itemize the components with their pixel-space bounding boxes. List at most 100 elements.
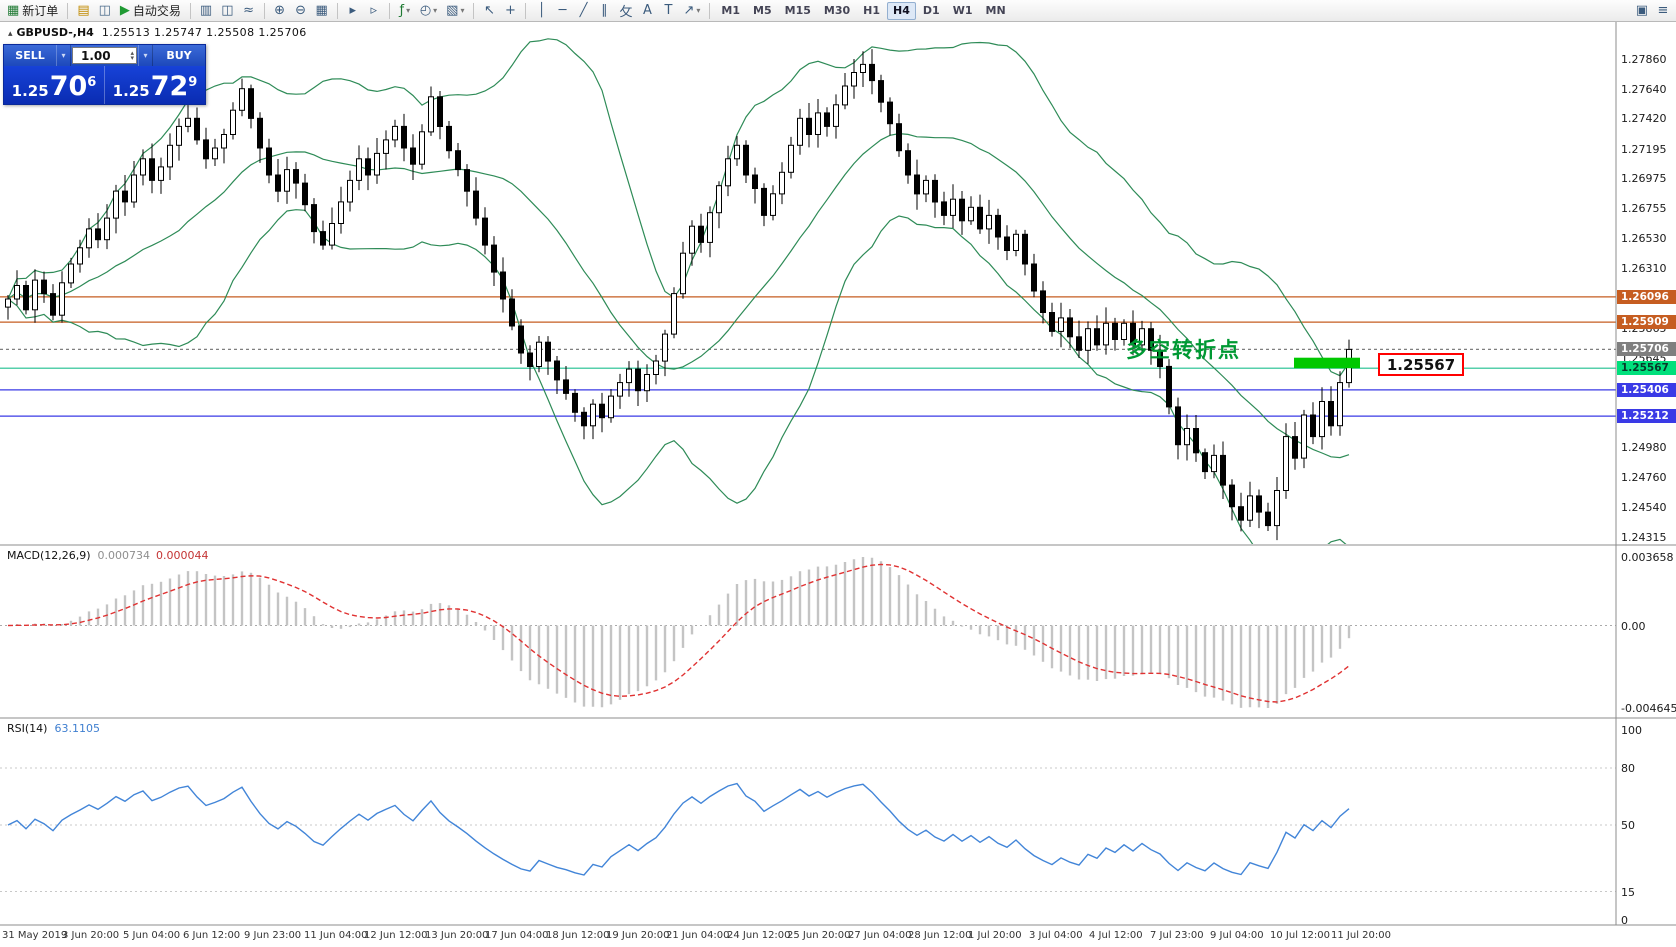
cursor-button[interactable]: ↖ <box>479 1 499 21</box>
auto-scroll-button[interactable]: ▸ <box>343 1 363 21</box>
timeframe-button-H1[interactable]: H1 <box>863 4 881 17</box>
time-label[interactable]: 31 May 2019 <box>2 930 68 941</box>
candlestick <box>1328 401 1334 427</box>
indicators-button[interactable]: ƒ ▾ <box>395 1 415 21</box>
vertical-line-button[interactable]: │ <box>531 1 551 21</box>
timeframe-button-M1[interactable]: M1 <box>721 4 741 17</box>
price-callout-label[interactable]: 1.25567 <box>1378 353 1464 376</box>
time-label[interactable]: 19 Jun 20:00 <box>606 930 670 941</box>
toolbar-separator <box>336 2 338 19</box>
sell-options-caret-icon[interactable]: ▾ <box>56 45 71 66</box>
channel-button[interactable]: ∥ <box>594 1 614 21</box>
timeframe-button-M15[interactable]: M15 <box>784 4 811 17</box>
autotrade-button[interactable]: ▶ 自动交易 <box>116 1 185 21</box>
price-line-label[interactable]: 1.25909 <box>1617 315 1676 329</box>
candlestick <box>356 158 362 181</box>
time-label[interactable]: 10 Jul 12:00 <box>1270 930 1330 941</box>
price-line-label[interactable]: 1.26096 <box>1617 290 1676 304</box>
time-label[interactable]: 9 Jun 23:00 <box>244 930 302 941</box>
toolbar-right-icon-1[interactable]: ▣ <box>1635 3 1648 18</box>
time-label[interactable]: 25 Jun 20:00 <box>787 930 851 941</box>
spinner-up-icon[interactable]: ▴ <box>130 48 134 57</box>
candlestick <box>554 360 560 381</box>
chart-window-icon[interactable]: ▤ <box>73 1 93 21</box>
indicators-button-dropdown-icon[interactable]: ▾ <box>406 6 411 15</box>
price-line-label[interactable]: 1.25567 <box>1617 361 1676 375</box>
timeframe-button-W1[interactable]: W1 <box>952 4 973 17</box>
buy-options-caret-icon[interactable]: ▾ <box>138 45 153 66</box>
time-label[interactable]: 27 Jun 04:00 <box>848 930 912 941</box>
time-label[interactable]: 7 Jul 23:00 <box>1150 930 1204 941</box>
time-label[interactable]: 4 Jul 12:00 <box>1089 930 1143 941</box>
candlestick <box>482 217 488 246</box>
crosshair-button-icon: + <box>505 3 516 18</box>
volume-spinner[interactable]: ▴ ▾ <box>130 48 134 62</box>
profile-icon[interactable]: ◫ <box>95 1 115 21</box>
sell-price[interactable]: 1.25 70 6 <box>4 66 105 104</box>
text-button[interactable]: A <box>638 1 658 21</box>
bar-chart-button[interactable]: ▥ <box>196 1 216 21</box>
templates-button-dropdown-icon[interactable]: ▾ <box>460 6 465 15</box>
new-order-button[interactable]: ▦ 新订单 <box>3 1 62 21</box>
candlestick <box>779 171 785 195</box>
templates-button[interactable]: ▧ ▾ <box>442 1 468 21</box>
time-label[interactable]: 17 Jun 04:00 <box>485 930 549 941</box>
time-label[interactable]: 6 Jun 12:00 <box>183 930 241 941</box>
time-label[interactable]: 9 Jul 04:00 <box>1210 930 1264 941</box>
time-label[interactable]: 24 Jun 12:00 <box>727 930 791 941</box>
zoom-in-button[interactable]: ⊕ <box>270 1 290 21</box>
candlestick <box>527 352 533 367</box>
zoom-out-button[interactable]: ⊖ <box>291 1 311 21</box>
trendline-button-icon: ╱ <box>579 3 588 18</box>
horizontal-line-button[interactable]: ─ <box>552 1 572 21</box>
text-label-button[interactable]: T <box>659 1 679 21</box>
price-line-label[interactable]: 1.25706 <box>1617 342 1676 356</box>
arrows-button-dropdown-icon[interactable]: ▾ <box>696 6 701 15</box>
time-label[interactable]: 3 Jul 04:00 <box>1029 930 1083 941</box>
candlestick <box>581 411 587 427</box>
candlestick <box>1166 365 1172 408</box>
periods-button[interactable]: ◴ ▾ <box>416 1 441 21</box>
candlestick <box>509 298 515 327</box>
buy-button[interactable]: BUY <box>166 49 192 62</box>
chart-shift-button-icon: ▹ <box>370 3 378 18</box>
trendline-button[interactable]: ╱ <box>573 1 593 21</box>
chart-shift-button[interactable]: ▹ <box>364 1 384 21</box>
candlestick <box>842 85 848 106</box>
price-line-label[interactable]: 1.25212 <box>1617 409 1676 423</box>
time-label[interactable]: 11 Jun 04:00 <box>304 930 368 941</box>
time-label[interactable]: 3 Jun 20:00 <box>62 930 120 941</box>
fibonacci-button[interactable]: 攵 <box>615 1 636 21</box>
periods-button-dropdown-icon[interactable]: ▾ <box>433 6 438 15</box>
buy-price[interactable]: 1.25 72 9 <box>112 71 198 102</box>
candlestick <box>41 279 47 295</box>
timeframe-button-MN[interactable]: MN <box>985 4 1006 17</box>
time-label[interactable]: 18 Jun 12:00 <box>546 930 610 941</box>
sell-button[interactable]: SELL <box>15 49 45 62</box>
timeframe-button-M30[interactable]: M30 <box>823 4 851 17</box>
price-tick: 1.27420 <box>1621 112 1667 125</box>
time-label[interactable]: 11 Jul 20:00 <box>1331 930 1391 941</box>
timeframe-button-M5[interactable]: M5 <box>753 4 772 17</box>
time-label[interactable]: 13 Jun 20:00 <box>425 930 489 941</box>
time-label[interactable]: 1 Jul 20:00 <box>968 930 1022 941</box>
price-line-label[interactable]: 1.25406 <box>1617 383 1676 397</box>
indicators-button-icon: ƒ <box>399 3 405 18</box>
arrows-button[interactable]: ↗ ▾ <box>680 1 705 21</box>
timeframe-button-D1[interactable]: D1 <box>922 4 940 17</box>
tile-windows-button[interactable]: ▦ <box>312 1 332 21</box>
crosshair-button[interactable]: + <box>500 1 520 21</box>
new-order-button-icon: ▦ <box>7 3 20 18</box>
time-label[interactable]: 5 Jun 04:00 <box>123 930 181 941</box>
time-label[interactable]: 28 Jun 12:00 <box>908 930 972 941</box>
spinner-down-icon[interactable]: ▾ <box>130 53 134 62</box>
time-label[interactable]: 21 Jun 04:00 <box>666 930 730 941</box>
timeframe-button-H4[interactable]: H4 <box>887 1 916 20</box>
toolbar-right-icon-2[interactable]: ≡ <box>1657 3 1669 18</box>
candlestick-chart-button[interactable]: ◫ <box>217 1 237 21</box>
line-chart-button[interactable]: ≈ <box>239 1 259 21</box>
time-label[interactable]: 12 Jun 12:00 <box>364 930 428 941</box>
candlestick <box>671 293 677 335</box>
volume-input[interactable]: 1.00 ▴ ▾ <box>72 47 137 64</box>
